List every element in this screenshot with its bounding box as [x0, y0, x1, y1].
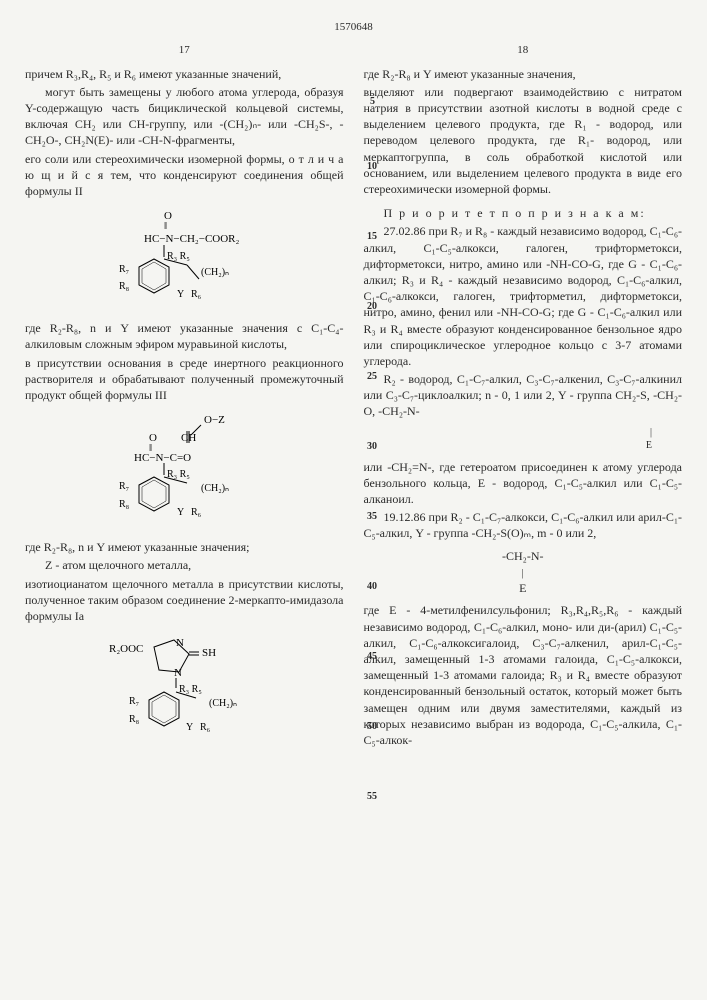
left-p2: могут быть замещены у любого атома углер… — [25, 84, 344, 149]
svg-text:R₆: R₆ — [191, 507, 202, 518]
line-marker-10: 10 — [367, 160, 377, 174]
svg-text:R₂OOC: R₂OOC — [109, 643, 143, 655]
left-p3: его соли или стереохимически изомерной ф… — [25, 151, 344, 200]
svg-text:R₆: R₆ — [200, 722, 211, 733]
line-marker-30: 30 — [367, 440, 377, 454]
svg-text:R₇: R₇ — [129, 696, 139, 707]
svg-text:R₈: R₈ — [119, 499, 130, 510]
left-p7: Z - атом щелочного металла, — [25, 557, 344, 573]
line-marker-15: 15 — [367, 230, 377, 244]
svg-text:(CH₂)ₙ: (CH₂)ₙ — [209, 698, 237, 709]
svg-text:HC−N−C=O: HC−N−C=O — [134, 452, 191, 464]
priority-title: П р и о р и т е т п о п р и з н а к а м: — [364, 205, 683, 221]
svg-text:R₇: R₇ — [119, 264, 129, 275]
line-marker-20: 20 — [367, 300, 377, 314]
svg-text:‖: ‖ — [164, 220, 167, 232]
chemical-structure-ii: O ‖ HC−N−CH₂−COOR₂ R₃ R₅ (CH₂)ₙ R₇ R₈ Y … — [109, 207, 259, 312]
svg-text:R₈: R₈ — [129, 714, 140, 725]
left-page-number: 17 — [25, 43, 344, 58]
right-p3: 27.02.86 при R₇ и R₈ - каждый независимо… — [364, 223, 683, 369]
formula-e-sub: |E — [364, 426, 683, 453]
right-p1: где R₂-R₈ и Y имеют указанные значения, — [364, 66, 683, 82]
right-p4: R₂ - водород, C₁-C₇-алкил, C₃-C₇-алкенил… — [364, 371, 683, 420]
left-p4: где R₂-R₈, n и Y имеют указанные значени… — [25, 320, 344, 352]
svg-text:SH: SH — [202, 647, 216, 659]
svg-text:R₈: R₈ — [119, 281, 130, 292]
line-marker-35: 35 — [367, 510, 377, 524]
chemical-structure-iii: O−Z O ‖ CH HC−N−C=O R₃ R₅ (CH₂)ₙ R₇ R₈ Y… — [109, 411, 259, 531]
left-p5: в присутствии основания в среде инертног… — [25, 355, 344, 404]
svg-text:N: N — [176, 637, 184, 649]
formula-ch2n: -CH₂-N- | E — [364, 548, 683, 597]
right-p5: или -CH₂=N-, где гетероатом присоединен … — [364, 459, 683, 508]
left-p8: изотиоцианатом щелочного металла в прису… — [25, 576, 344, 625]
svg-text:Y: Y — [177, 289, 184, 300]
formula-ch2n-text: -CH₂-N- — [502, 549, 544, 563]
left-column: 17 причем R₃,R₄, R₅ и R₆ имеют указанные… — [25, 43, 344, 750]
page-columns: 17 причем R₃,R₄, R₅ и R₆ имеют указанные… — [25, 43, 682, 750]
svg-text:(CH₂)ₙ: (CH₂)ₙ — [201, 267, 229, 278]
svg-text:R₆: R₆ — [191, 289, 202, 300]
line-marker-55: 55 — [367, 790, 377, 804]
left-p1: причем R₃,R₄, R₅ и R₆ имеют указанные зн… — [25, 66, 344, 82]
line-marker-5: 5 — [370, 95, 375, 109]
right-page-number: 18 — [364, 43, 683, 58]
chemical-structure-ia: R₂OOC N SH N R₃ R₅ (CH₂)ₙ R₇ R₈ Y R₆ — [104, 632, 264, 742]
svg-text:(CH₂)ₙ: (CH₂)ₙ — [201, 483, 229, 494]
svg-text:Y: Y — [177, 507, 184, 518]
svg-text:O−Z: O−Z — [204, 414, 225, 426]
doc-number: 1570648 — [25, 20, 682, 35]
line-marker-45: 45 — [367, 650, 377, 664]
svg-text:R₃ R₅: R₃ R₅ — [179, 684, 202, 695]
line-marker-25: 25 — [367, 370, 377, 384]
svg-text:Y: Y — [186, 722, 193, 733]
right-p6: 19.12.86 при R₂ - C₁-C₇-алкокси, C₁-C₆-а… — [364, 509, 683, 541]
line-marker-40: 40 — [367, 580, 377, 594]
right-column: 18 где R₂-R₈ и Y имеют указанные значени… — [364, 43, 683, 750]
right-p2: выделяют или подвергают взаимодействию с… — [364, 84, 683, 197]
formula-e-text: E — [519, 581, 526, 595]
svg-text:HC−N−CH₂−COOR₂: HC−N−CH₂−COOR₂ — [144, 233, 240, 245]
svg-text:N: N — [174, 667, 182, 679]
svg-text:R₇: R₇ — [119, 481, 129, 492]
left-p6: где R₂-R₈, n и Y имеют указанные значени… — [25, 539, 344, 555]
right-p7: где E - 4-метилфенилсульфонил; R₃,R₄,R₅,… — [364, 602, 683, 748]
line-marker-50: 50 — [367, 720, 377, 734]
